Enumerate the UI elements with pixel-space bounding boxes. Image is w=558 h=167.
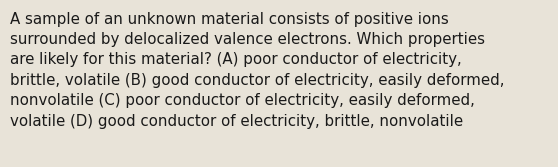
Text: A sample of an unknown material consists of positive ions
surrounded by delocali: A sample of an unknown material consists… [10, 12, 504, 129]
